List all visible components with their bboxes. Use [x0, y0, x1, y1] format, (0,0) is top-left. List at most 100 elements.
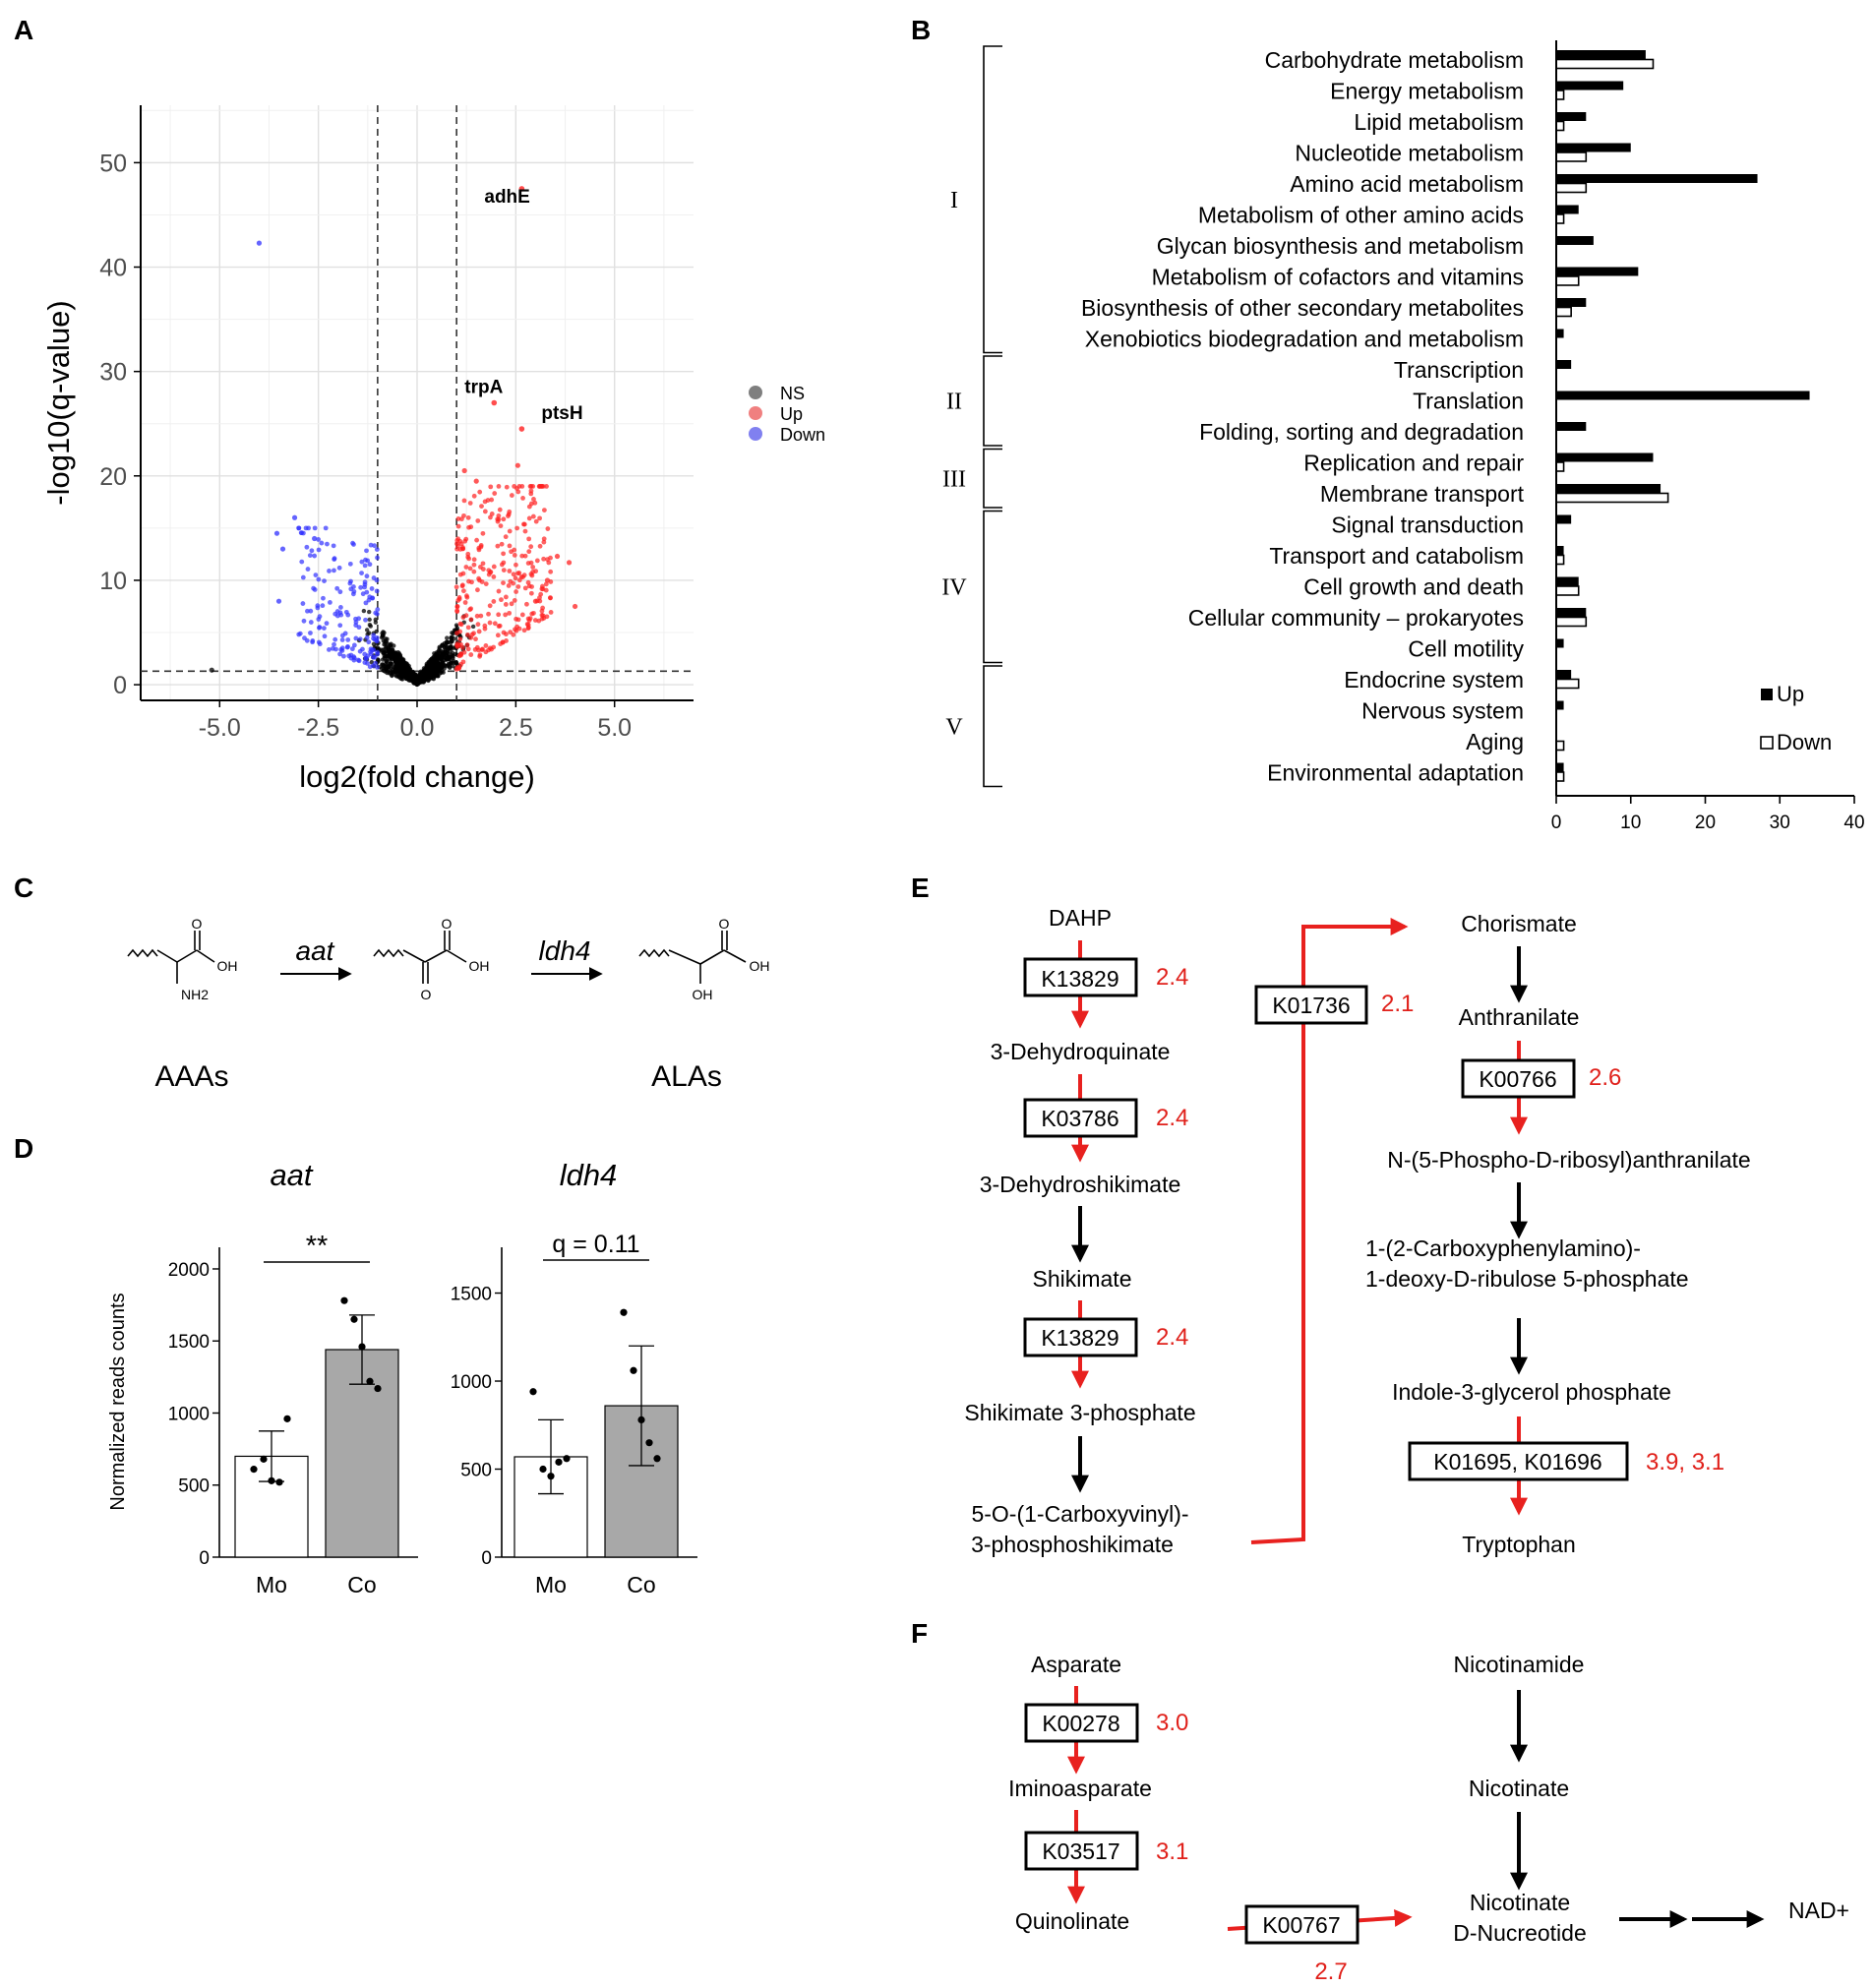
point-up	[511, 572, 516, 577]
data-point-aat	[268, 1476, 275, 1484]
point-up	[477, 577, 482, 583]
compound-nicotinate-nucleotide-line1: Nicotinate	[1470, 1890, 1570, 1915]
point-up	[497, 507, 503, 512]
point-up	[474, 537, 480, 543]
category-label: Cell motility	[1408, 636, 1524, 662]
point-up	[522, 553, 528, 559]
point-up	[539, 484, 545, 489]
nad-pathway: Asparate K00278 3.0 Iminoasparate K03517…	[1008, 1652, 1849, 1985]
legend-up-label: Up	[1777, 682, 1804, 706]
point-up	[507, 528, 513, 534]
point-down	[316, 537, 322, 542]
point-up	[455, 536, 461, 542]
point-up	[474, 613, 480, 619]
point-ns	[428, 657, 433, 663]
x-tick-label: 0.0	[400, 714, 435, 742]
point-down	[344, 644, 350, 650]
compound-3-dehydroshikimate: 3-Dehydroshikimate	[980, 1172, 1181, 1197]
point-up	[457, 636, 463, 642]
point-down	[304, 637, 310, 643]
point-labeled	[518, 426, 525, 432]
point-up	[454, 641, 460, 646]
point-down	[368, 649, 373, 655]
point-up	[528, 484, 534, 489]
enzyme-e-l1: K13829	[1041, 966, 1118, 992]
fc-e-l3: 2.4	[1156, 1324, 1188, 1351]
point-up	[465, 554, 471, 560]
point-up	[468, 652, 474, 657]
point-ns	[384, 667, 390, 672]
gene-label-trpA: trpA	[464, 378, 503, 398]
point-ns	[367, 609, 372, 615]
point-ns	[444, 663, 450, 669]
group-label: I	[950, 188, 958, 213]
point-down	[362, 584, 368, 590]
point-up	[541, 536, 547, 542]
bar-up	[1556, 298, 1587, 307]
bar-up	[1556, 484, 1662, 493]
compound-shikimate-3-phosphate: Shikimate 3-phosphate	[964, 1400, 1195, 1425]
point-down	[312, 553, 318, 559]
point-up	[491, 599, 497, 604]
point-down	[299, 559, 305, 565]
point-up	[534, 558, 540, 564]
point-down	[332, 568, 336, 573]
point-ns	[413, 676, 418, 681]
enzyme-ldh4: ldh4	[539, 935, 591, 966]
bar-up	[1556, 391, 1810, 400]
bar-up	[1556, 638, 1564, 648]
point-up	[476, 545, 482, 551]
point-ns	[364, 628, 370, 633]
point-up	[503, 534, 509, 540]
point-down	[375, 651, 380, 657]
panel-letter-f: F	[911, 1618, 928, 1649]
point-up	[509, 549, 514, 555]
point-up	[483, 643, 489, 648]
category-label: Metabolism of other amino acids	[1198, 203, 1524, 228]
point-up	[572, 603, 578, 610]
bar-up	[1556, 576, 1579, 586]
point-up	[454, 631, 459, 636]
bar-up	[1556, 267, 1639, 276]
point-ns	[445, 650, 450, 656]
fc-e-l1: 2.4	[1156, 964, 1188, 991]
point-up	[528, 572, 534, 576]
enzyme-box-f-l2	[1024, 1831, 1139, 1871]
point-up	[488, 484, 494, 490]
point-up	[525, 561, 531, 566]
data-point-aat	[366, 1377, 374, 1385]
point-up	[458, 652, 463, 658]
point-up	[479, 504, 484, 509]
point-down	[332, 611, 338, 617]
category-label: Carbohydrate metabolism	[1265, 47, 1524, 73]
point-up	[459, 645, 465, 650]
bar-up	[1556, 236, 1594, 245]
point-up	[520, 495, 525, 501]
point-up	[539, 616, 545, 622]
point-up	[509, 601, 514, 607]
point-up	[469, 579, 474, 585]
enzyme-box-e-mid	[1254, 985, 1368, 1025]
point-down	[296, 525, 302, 531]
point-down	[347, 561, 353, 567]
point-ns	[373, 620, 379, 625]
data-point-ldh4	[547, 1473, 555, 1480]
point-up	[513, 575, 518, 581]
panel-letter-d: D	[14, 1133, 33, 1164]
point-ns	[437, 666, 443, 671]
bar-up	[1556, 700, 1564, 710]
point-up	[501, 580, 506, 585]
bar-down	[1555, 678, 1580, 690]
point-up	[522, 585, 528, 591]
point-down	[374, 588, 380, 594]
group-bracket	[983, 448, 1002, 509]
point-up	[543, 581, 549, 587]
point-up	[514, 616, 518, 622]
legend-label-down: Down	[780, 425, 825, 445]
fc-e-r1: 2.6	[1589, 1064, 1621, 1091]
point-down	[308, 620, 314, 625]
category-label: Cell growth and death	[1303, 574, 1524, 600]
bar-up	[1556, 112, 1587, 121]
point-down	[315, 603, 321, 609]
point-down	[303, 525, 309, 531]
